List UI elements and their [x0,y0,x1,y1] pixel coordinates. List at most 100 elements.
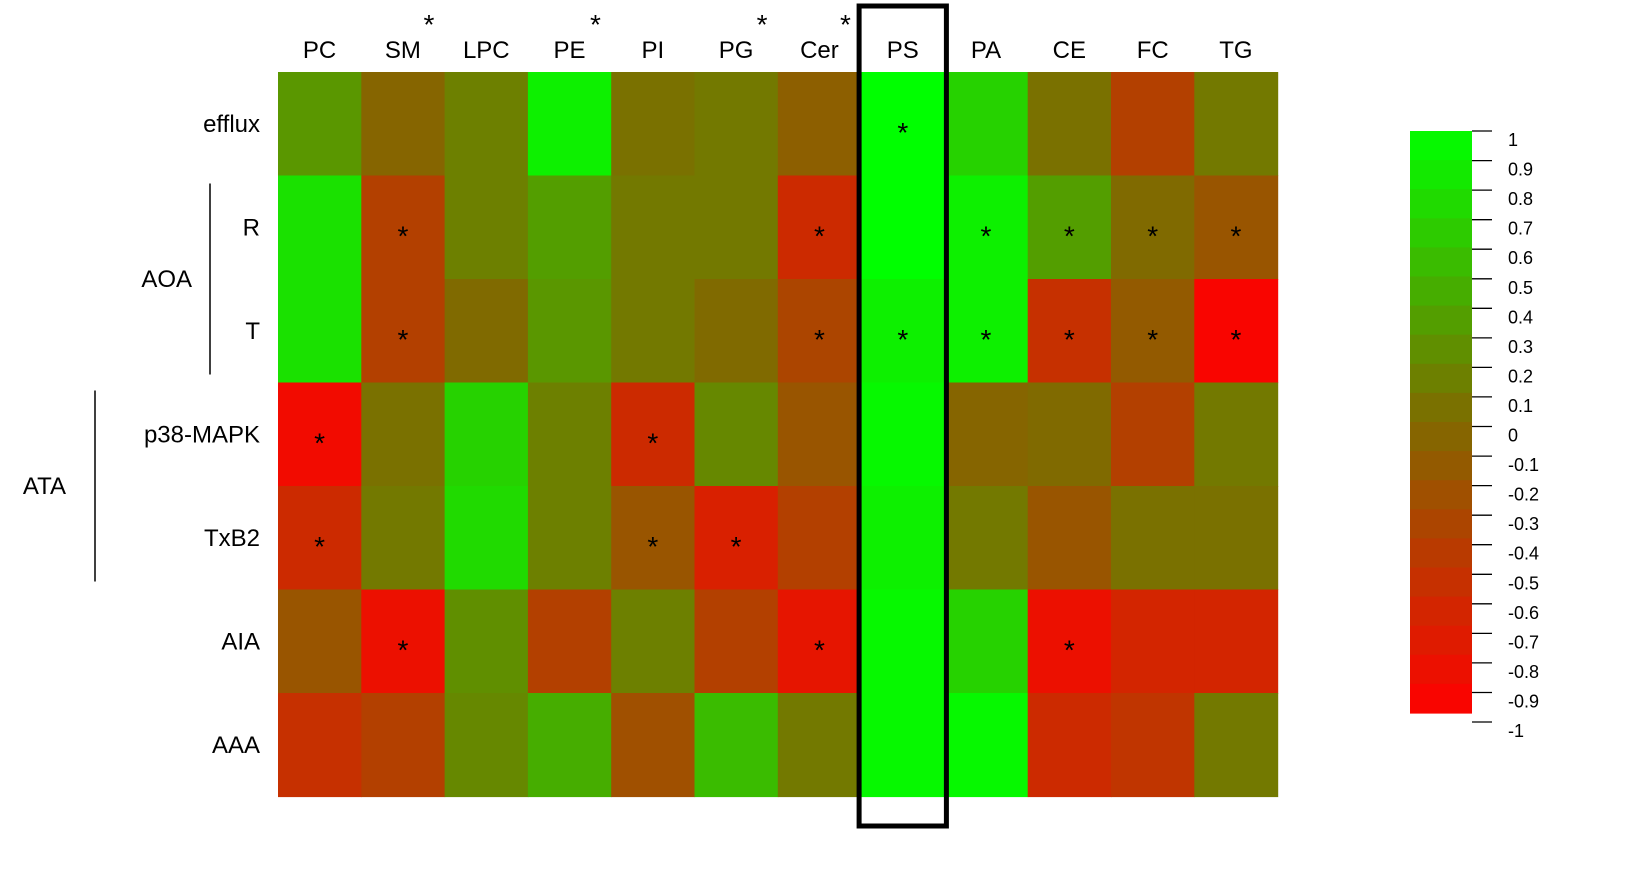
legend-swatch [1410,538,1472,569]
heatmap-cell-T-PI [611,279,696,384]
heatmap-cell-TxB2-PA [944,486,1029,591]
cell-star: * [397,324,408,355]
legend-swatch [1410,567,1472,598]
heatmap-cell-p38-MAPK-SM [361,382,446,487]
cell-star: * [814,221,825,252]
heatmap-cell-AAA-PG [694,693,779,798]
column-label: LPC [463,37,510,64]
legend-swatch [1410,625,1472,656]
heatmap-cell-R-PA [944,175,1029,280]
legend-tick-label: 0.8 [1508,189,1533,209]
heatmap-cell-TxB2-PS [861,486,945,591]
heatmap-cell-AIA-Cer [777,589,862,694]
heatmap-cell-R-FC [1111,175,1195,280]
column-label: PC [303,37,336,64]
heatmap-cell-R-PI [611,175,696,280]
heatmap-cell-AIA-PE [527,589,612,694]
color-scale-legend: 1 0.9 0.8 0.7 0.6 0.5 0.4 0.3 0.2 0.1 0 -0.1 -0.2 -0.… [1410,130,1539,741]
cell-star: * [981,324,992,355]
heatmap-cell-TxB2-LPC [444,486,529,591]
row-label: T [245,318,260,345]
heatmap-cell-R-PC [278,175,362,280]
heatmap-cell-p38-MAPK-CE [1027,382,1112,487]
cell-star: * [397,635,408,666]
heatmap-cell-p38-MAPK-PE [527,382,612,487]
heatmap-cell-AIA-SM [361,589,446,694]
heatmap-cell-AAA-PE [527,693,612,798]
heatmap-cell-AAA-PA [944,693,1029,798]
cell-star: * [897,324,908,355]
column-label: PE [553,37,585,64]
legend-swatch [1410,247,1472,278]
legend-swatch [1410,596,1472,627]
column-label: CE [1053,37,1086,64]
heatmap-cell-p38-MAPK-Cer [777,382,862,487]
cell-star: * [814,635,825,666]
heatmap-cell-R-PG [694,175,779,280]
column-star: * [590,9,601,40]
legend-tick-label: 0.5 [1508,278,1533,298]
heatmap-cell-R-TG [1194,175,1279,280]
legend-tick-label: -0.5 [1508,573,1539,593]
legend-swatch [1410,363,1472,394]
heatmap-cell-efflux-PE [527,72,612,177]
legend-tick-label: -0.4 [1508,544,1539,564]
heatmap-cell-p38-MAPK-LPC [444,382,529,487]
heatmap-cell-AIA-PC [278,589,362,694]
highlighted-column-box [856,3,949,829]
heatmap-cell-T-PC [278,279,362,384]
heatmap-cell-TxB2-Cer [777,486,862,591]
column-label: SM [385,37,421,64]
heatmap-cell-T-SM [361,279,446,384]
heatmap-cell-AIA-CE [1027,589,1112,694]
heatmap-cell-efflux-TG [1194,72,1279,177]
cell-star: * [397,221,408,252]
heatmap-cell-T-Cer [777,279,862,384]
cell-star: * [314,428,325,459]
legend-tick-label: 0.7 [1508,219,1533,239]
heatmap-cell-AIA-PS [861,589,945,694]
heatmap-cell-AAA-CE [1027,693,1112,798]
legend-swatch [1410,334,1472,365]
legend-swatch [1410,218,1472,248]
column-star: * [423,9,434,40]
column-star: * [840,9,851,40]
legend-tick-label: -0.1 [1508,455,1539,475]
heatmap-cell-efflux-SM [361,72,446,177]
row-label: AAA [212,732,260,759]
legend-swatch [1410,480,1472,510]
column-label: FC [1137,37,1169,64]
cell-star: * [647,531,658,562]
heatmap-cell-AIA-PA [944,589,1029,694]
legend-tick-label: 0.4 [1508,307,1533,327]
heatmap-cell-AAA-SM [361,693,446,798]
heatmap-cell-TxB2-SM [361,486,446,591]
legend-tick-label: 0.6 [1508,248,1533,268]
legend-tick-label: -0.7 [1508,632,1539,652]
heatmap-cell-R-CE [1027,175,1112,280]
legend-swatch [1410,160,1472,190]
cell-star: * [731,531,742,562]
column-label: PS [887,37,919,64]
heatmap-cell-R-LPC [444,175,529,280]
highlight-box [856,3,949,829]
cell-star: * [897,117,908,148]
heatmap-cell-AAA-PC [278,693,362,798]
heatmap-cell-AIA-LPC [444,589,529,694]
column-label: PA [971,37,1001,64]
heatmap-cell-p38-MAPK-PI [611,382,696,487]
heatmap-cell-T-PE [527,279,612,384]
cell-star: * [647,428,658,459]
heatmap-cell-AAA-PS [861,693,945,798]
cell-significance-stars: * * * * * * * * * * * * * * * * * * * * * * [314,117,1241,666]
heatmap-cell-efflux-PS [861,72,945,177]
row-label: p38-MAPK [144,421,260,448]
heatmap-cell-AIA-PG [694,589,779,694]
legend-tick-label: 0.1 [1508,396,1533,416]
legend-tick-label: 0.9 [1508,160,1533,180]
legend-tick-label: 0.3 [1508,337,1533,357]
cell-star: * [1064,635,1075,666]
heatmap-cell-T-LPC [444,279,529,384]
heatmap-cell-efflux-PC [278,72,362,177]
